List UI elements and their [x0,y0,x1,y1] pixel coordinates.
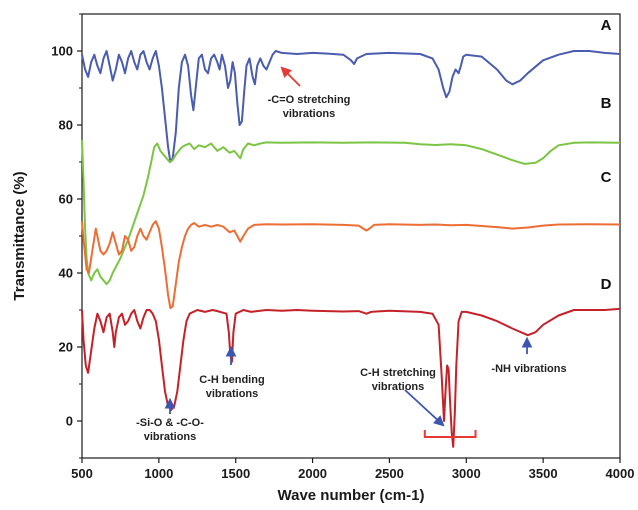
x-tick-label: 2000 [298,466,327,481]
series-group [81,50,621,448]
annotation-label: vibrations [283,108,336,120]
x-tick-label: 3000 [452,466,481,481]
x-tick-label: 4000 [606,466,635,481]
x-tick-label: 1000 [144,466,173,481]
y-tick-label: 100 [51,44,73,59]
x-tick-label: 3500 [529,466,558,481]
annotation-label: C-H stretching [360,367,436,379]
annotation-label: -NH vibrations [491,363,566,375]
annotation-label: -Si-O & -C-O- [136,417,204,429]
y-tick-label: 60 [59,192,73,207]
bracket [423,430,477,438]
annotation-label: vibrations [206,388,259,400]
x-tick-label: 2500 [375,466,404,481]
y-axis-title: Transmittance (%) [11,171,28,300]
series-line-b [81,139,621,286]
series-line-a [81,50,621,163]
series-label-a: A [601,17,612,34]
x-tick-label: 1500 [221,466,250,481]
x-axis-title: Wave number (cm-1) [278,487,425,504]
series-line-d [81,307,621,448]
y-tick-label: 80 [59,118,73,133]
series-label-d: D [601,276,612,293]
annotation-label: C-H bending [199,374,264,386]
y-tick-label: 0 [66,414,73,429]
annotation-group: -C=O stretching vibrations C-H bending vibr… [136,66,567,443]
series-letter-group: A B C D [601,17,612,293]
annotation-label: vibrations [372,381,425,393]
series-label-c: C [601,169,612,186]
x-tick-label: 500 [71,466,93,481]
y-tick-label: 40 [59,266,73,281]
plot-frame [81,13,621,459]
annotation-label: -C=O stretching [268,94,351,106]
series-label-b: B [601,95,612,112]
annotation-arrow [404,389,445,427]
annotation-arrow [280,66,301,87]
y-tick-label: 20 [59,340,73,355]
axes [81,13,621,459]
tick-group: 500 1000 1500 2000 2500 3000 3500 4000 0 20 40 60 80… [51,13,635,481]
series-line-c [81,220,621,310]
annotation-label: vibrations [144,431,197,443]
